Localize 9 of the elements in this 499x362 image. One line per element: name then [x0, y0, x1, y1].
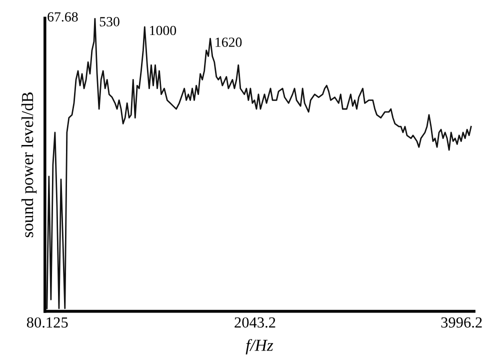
annotation: 1000: [150, 26, 176, 36]
annotation: 67.68: [48, 12, 78, 22]
annotation: 530: [100, 17, 120, 26]
y-axis-title: sound power level/dB: [21, 92, 37, 238]
annotation: 1620: [216, 38, 242, 47]
x-tick-label: 80.125: [26, 317, 68, 328]
x-tick-label: 2043.2: [234, 317, 276, 328]
x-axis-title: f/Hz: [246, 339, 274, 354]
x-tick-label: 3996.2: [441, 317, 482, 328]
